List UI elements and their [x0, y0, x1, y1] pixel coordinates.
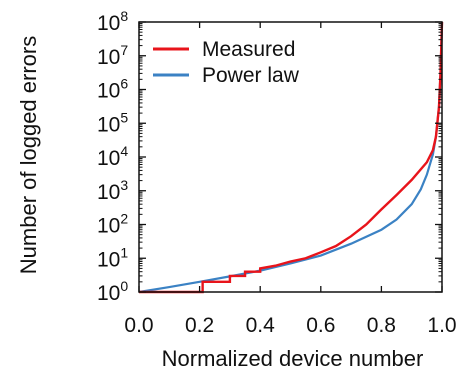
- y-tick-label: 102: [97, 211, 128, 238]
- legend-label-measured: Measured: [202, 38, 295, 61]
- x-tick-label: 0.2: [185, 314, 214, 337]
- y-tick-label: 105: [97, 109, 128, 136]
- y-tick-label: 108: [97, 8, 128, 35]
- x-tick-label: 0.0: [124, 314, 153, 337]
- series-line-measured: [139, 21, 444, 294]
- y-tick-label: 106: [97, 76, 128, 103]
- legend-label-power-law: Power law: [202, 64, 300, 87]
- plot-frame: [138, 21, 443, 293]
- x-tick-label: 1.0: [427, 314, 456, 337]
- x-tick-label: 0.8: [367, 314, 396, 337]
- x-axis-title: Normalized device number: [162, 346, 424, 371]
- x-tick-label: 0.4: [246, 314, 276, 337]
- y-tick-label: 107: [97, 42, 128, 69]
- y-tick-label: 101: [97, 244, 128, 271]
- y-tick-label: 104: [97, 143, 128, 170]
- y-tick-label: 100: [97, 278, 128, 305]
- x-tick-label: 0.6: [306, 314, 335, 337]
- y-axis-title: Number of logged errors: [16, 36, 41, 274]
- y-tick-label: 103: [97, 177, 128, 204]
- series-line-power-law: [138, 21, 444, 294]
